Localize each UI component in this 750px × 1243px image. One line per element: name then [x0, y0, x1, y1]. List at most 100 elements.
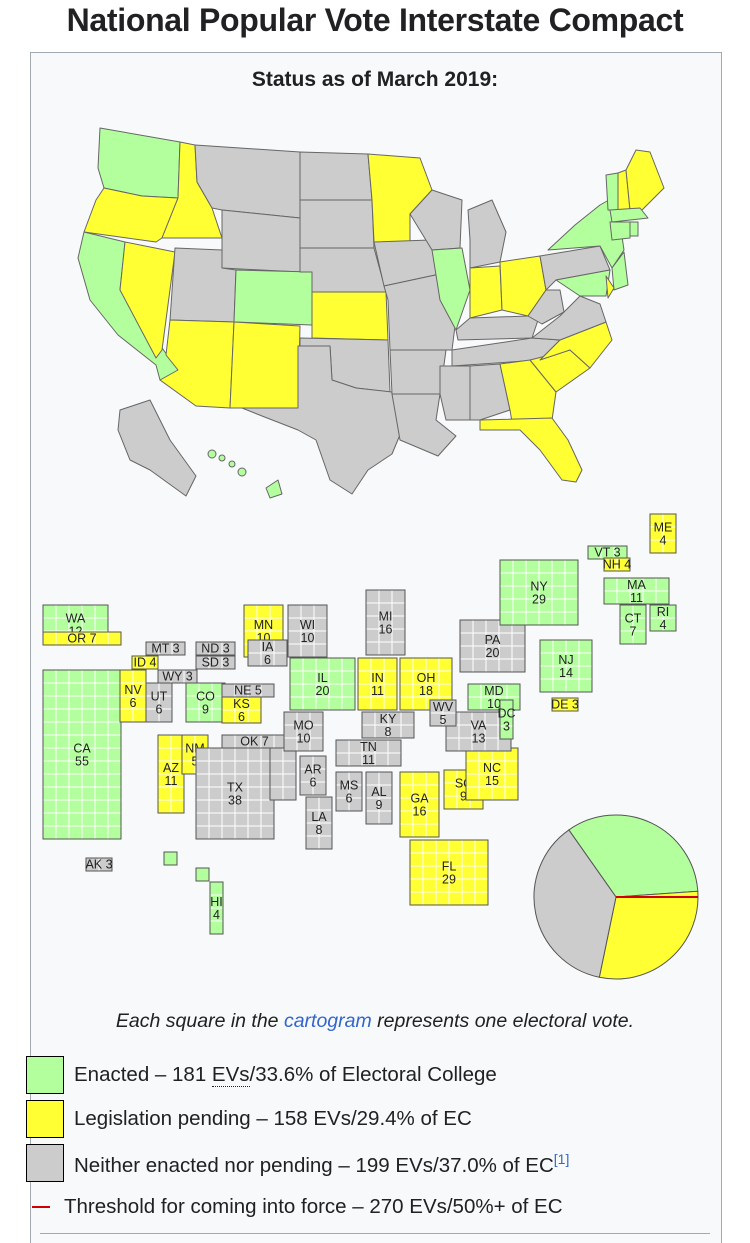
ev-cell-ny: [499, 598, 514, 613]
ev-cell-fl: [409, 878, 424, 893]
cartogram-ev-me: 4: [660, 534, 667, 548]
ev-cell-ca: [107, 799, 122, 814]
evs-abbreviation[interactable]: EVs: [211, 1063, 250, 1087]
cartogram-label-mi: MI: [379, 610, 393, 624]
ev-cell-tn: [387, 752, 402, 767]
cartogram-ev-pa: 20: [486, 646, 500, 660]
ev-cell-al: [378, 771, 393, 786]
cartogram-label-ne: NE 5: [234, 684, 262, 698]
cartogram-label-oh: OH: [417, 671, 436, 685]
ev-cell-ca: [81, 682, 96, 697]
cartogram-ev-ct: 7: [630, 625, 637, 639]
ev-cell-il: [341, 657, 356, 672]
ev-cell-tx: [208, 760, 223, 775]
ev-cell-co: [185, 708, 200, 723]
geo-state-wv: [527, 289, 565, 325]
geo-state-in: [469, 265, 503, 319]
ev-cell-wa: [42, 604, 57, 619]
ev-cell-ca: [68, 825, 83, 840]
cartogram-label-ca: CA: [73, 742, 91, 756]
ev-cell-fl: [435, 839, 450, 854]
ev-cell-or: [107, 631, 122, 646]
reference-link[interactable]: [1]: [553, 1150, 570, 1167]
cartogram-ev-il: 20: [316, 684, 330, 698]
ev-cell-ma: [603, 577, 618, 592]
ev-cell-az: [170, 786, 185, 801]
cartogram-label-al: AL: [371, 785, 386, 799]
cartogram-label-nv: NV: [124, 683, 142, 697]
ev-cell-tx: [247, 786, 262, 801]
ev-cell-ny: [512, 598, 527, 613]
cartogram-label-nc: NC: [483, 761, 501, 775]
geo-state-ks: [311, 291, 389, 341]
geo-state-ak: [117, 399, 197, 497]
ev-cell-fl: [461, 852, 476, 867]
caption-text-after: represents one electoral vote.: [371, 1010, 635, 1032]
cartogram-border-ks: [221, 696, 262, 724]
ev-cell-ca: [68, 773, 83, 788]
geo-state-nd: [299, 151, 373, 201]
ev-cell-nj: [552, 678, 567, 693]
cartogram-ev-nv: 6: [130, 696, 137, 710]
ev-cell-or: [42, 631, 57, 646]
ev-cell-tn: [335, 752, 350, 767]
ev-cell-ca: [42, 812, 57, 827]
geo-state-wy: [221, 209, 301, 273]
ev-cell-ca: [55, 695, 70, 710]
cartogram-label-nd: ND 3: [201, 642, 230, 656]
ev-cell-wa: [94, 604, 109, 619]
ev-cell-ny: [564, 559, 579, 574]
ev-cell-ny: [499, 585, 514, 600]
ev-cell-ca: [94, 747, 109, 762]
ev-cell-tx: [269, 773, 284, 788]
ev-cell-wi: [313, 604, 328, 619]
cartogram-label-tx: TX: [227, 781, 244, 795]
geo-state-co: [233, 269, 313, 326]
ev-cell-fl: [461, 891, 476, 906]
ev-cell-mi: [391, 589, 406, 604]
ev-cell-mi: [378, 589, 393, 604]
ev-cell-nc: [504, 786, 519, 801]
ev-cell-il: [328, 696, 343, 711]
ev-cell-fl: [409, 865, 424, 880]
cartogram-label-va: VA: [471, 719, 487, 733]
cartogram-ev-ma: 11: [630, 591, 643, 605]
cartogram-label-wi: WI: [300, 618, 315, 632]
geo-state-al: [469, 363, 511, 421]
ev-cell-ca: [94, 825, 109, 840]
legend-item-threshold: Threshold for coming into force – 270 EV…: [26, 1185, 726, 1229]
geographic-map: [77, 127, 665, 499]
ev-cell-mo: [283, 737, 298, 752]
ev-cell-oh: [438, 670, 453, 685]
ev-cell-ne: [260, 683, 275, 698]
ev-cell-oh: [412, 696, 427, 711]
ev-cell-tx: [247, 825, 262, 840]
cartogram-link[interactable]: cartogram: [283, 1010, 372, 1032]
ev-cell-ca: [55, 773, 70, 788]
cartogram-ev-oh: 18: [419, 684, 433, 698]
ev-cell-tx: [221, 812, 236, 827]
cartogram-label-ga: GA: [410, 792, 429, 806]
ev-cell-ca: [68, 708, 83, 723]
ev-cell-ny: [512, 572, 527, 587]
cartogram-ev-md: 10: [487, 697, 501, 711]
cartogram-border-ak: [85, 857, 113, 872]
ev-cell-ca: [42, 695, 57, 710]
ev-cell-ca: [68, 669, 83, 684]
geo-state-ne: [299, 247, 387, 293]
ev-cell-az: [157, 799, 172, 814]
ev-cell-wa: [94, 617, 109, 632]
cartogram-label-me: ME: [654, 521, 673, 535]
geo-state-sd: [299, 199, 375, 249]
ev-cell-la: [305, 796, 320, 811]
ev-cell-la: [318, 835, 333, 850]
ev-cell-ca: [42, 682, 57, 697]
ev-cell-pa: [459, 658, 474, 673]
ev-cell-ca: [81, 786, 96, 801]
cartogram-border-mt: [145, 641, 186, 656]
ev-cell-ny: [538, 611, 553, 626]
ev-cell-wi: [287, 643, 302, 658]
ev-cell-nv: [132, 708, 147, 723]
ev-cell-ia: [247, 639, 262, 654]
ev-cell-ca: [94, 760, 109, 775]
